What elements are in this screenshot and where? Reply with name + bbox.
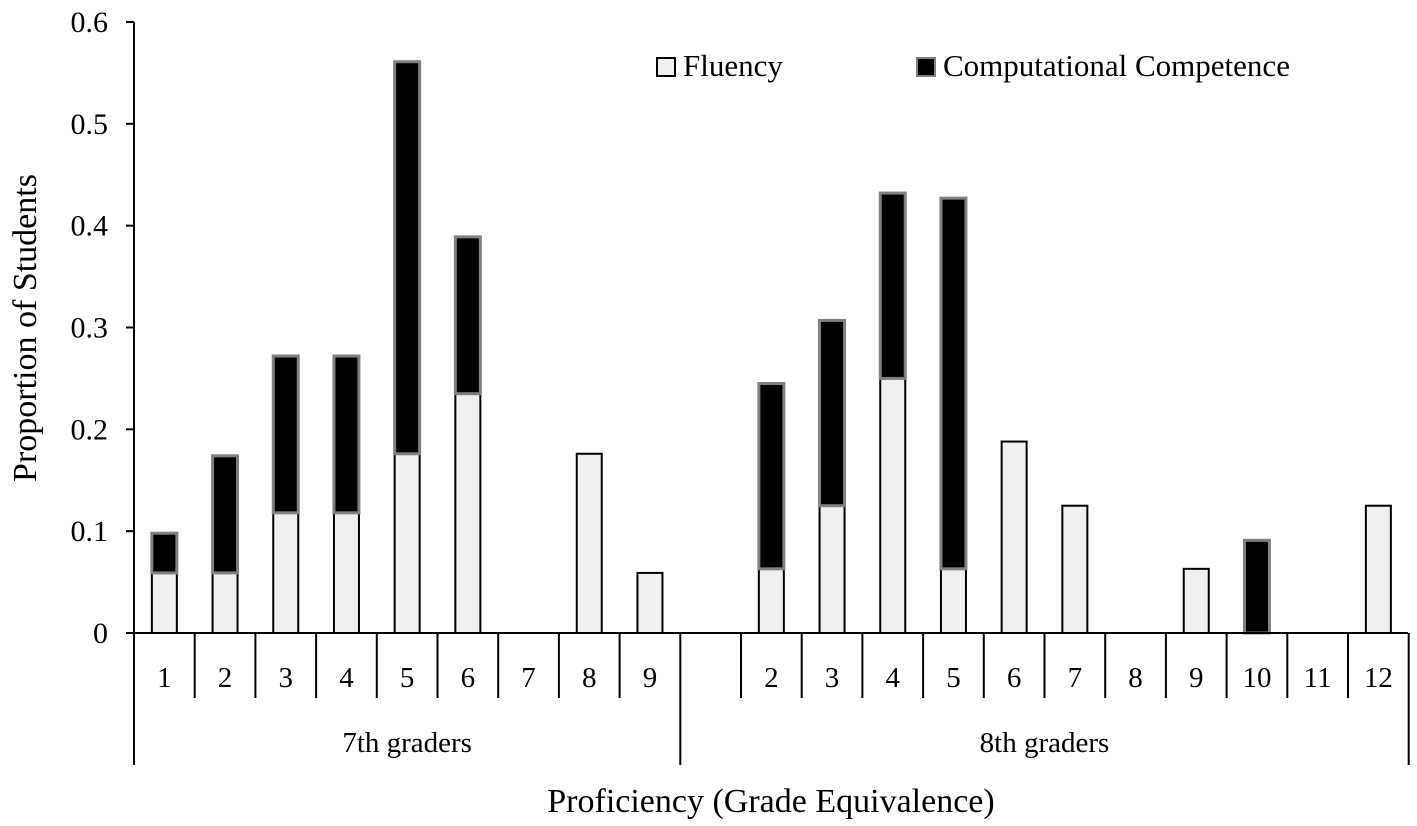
x-tick-label: 7 xyxy=(1068,662,1083,694)
x-tick-label: 7 xyxy=(521,662,536,694)
bar-fluency xyxy=(272,511,300,634)
x-tick-label: 4 xyxy=(339,662,354,694)
x-tick-label: 10 xyxy=(1242,662,1271,694)
bar-fluency xyxy=(211,571,239,634)
bar-computational-competence xyxy=(757,382,786,571)
x-tick-label: 9 xyxy=(1189,662,1204,694)
y-tick-label: 0 xyxy=(93,617,108,650)
bar-fluency xyxy=(939,567,967,634)
bar-computational-competence xyxy=(939,196,968,571)
x-tick-label: 6 xyxy=(461,662,476,694)
x-tick-label: 3 xyxy=(279,662,294,694)
x-tick-label: 5 xyxy=(946,662,961,694)
bar-fluency xyxy=(636,571,664,634)
y-tick-label: 0.1 xyxy=(71,515,109,548)
x-tick-label: 9 xyxy=(643,662,658,694)
x-tick-label: 5 xyxy=(400,662,415,694)
group-label: 8th graders xyxy=(980,727,1110,759)
bar-fluency xyxy=(1061,504,1089,635)
bar-computational-competence xyxy=(878,191,907,380)
x-tick-label: 12 xyxy=(1364,662,1393,694)
legend-swatch xyxy=(916,57,936,77)
y-tick-label: 0.6 xyxy=(71,6,109,39)
x-tick-label: 4 xyxy=(886,662,901,694)
x-tick-label: 3 xyxy=(825,662,840,694)
bars-layer xyxy=(150,60,1392,635)
x-tick-label: 6 xyxy=(1007,662,1022,694)
bar-computational-competence xyxy=(1242,538,1271,635)
bar-fluency xyxy=(879,377,907,634)
bar-fluency xyxy=(757,567,785,634)
bar-fluency xyxy=(1000,440,1028,635)
bar-fluency xyxy=(1182,567,1210,634)
y-tick-label: 0.4 xyxy=(71,210,109,243)
bar-computational-competence xyxy=(150,531,179,575)
bar-fluency xyxy=(150,571,178,634)
bar-computational-competence xyxy=(211,454,240,575)
bar-computational-competence xyxy=(271,354,300,515)
bar-fluency xyxy=(575,452,603,635)
x-tick-label: 11 xyxy=(1304,662,1332,694)
y-axis-title: Proportion of Students xyxy=(7,174,44,482)
legend: Fluency Computational Competence xyxy=(656,48,1290,83)
x-axis-title: Proficiency (Grade Equivalence) xyxy=(547,783,994,820)
legend-label: Fluency xyxy=(683,48,783,83)
bar-computational-competence xyxy=(332,354,361,515)
y-tick-label: 0.2 xyxy=(71,413,109,446)
x-tick-label: 8 xyxy=(1128,662,1143,694)
y-axis: 0 0.1 0.2 0.3 0.4 0.5 0.6 xyxy=(71,6,135,650)
bar-fluency xyxy=(1364,504,1392,635)
bar-fluency xyxy=(393,452,421,635)
y-tick-label: 0.5 xyxy=(71,108,109,141)
y-tick-label: 0.3 xyxy=(71,312,109,345)
group-label: 7th graders xyxy=(342,727,472,759)
bar-fluency xyxy=(454,392,482,635)
x-tick-label: 8 xyxy=(582,662,597,694)
bar-computational-competence xyxy=(453,235,482,396)
legend-swatch xyxy=(656,57,676,77)
bar-fluency xyxy=(818,504,846,635)
bar-computational-competence xyxy=(393,60,422,456)
bar-fluency xyxy=(332,511,360,634)
legend-label: Computational Competence xyxy=(943,48,1290,83)
x-tick-label: 2 xyxy=(218,662,233,694)
x-tick-label: 2 xyxy=(764,662,779,694)
bar-computational-competence xyxy=(818,318,847,508)
x-tick-label: 1 xyxy=(157,662,172,694)
